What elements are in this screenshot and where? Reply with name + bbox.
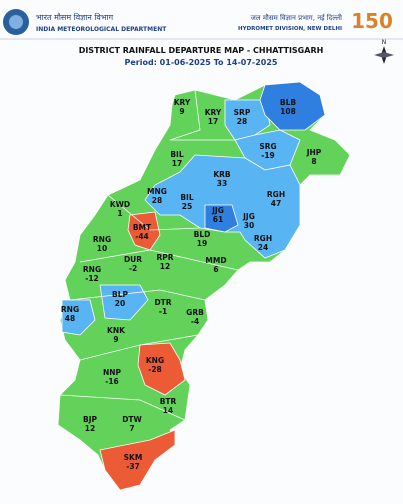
org-english: INDIA METEOROLOGICAL DEPARTMENT bbox=[36, 26, 167, 33]
district-departure: 7 bbox=[129, 424, 134, 433]
district-departure: 19 bbox=[197, 239, 207, 248]
north-arrow: N bbox=[374, 39, 394, 64]
district-rng bbox=[61, 299, 96, 336]
district-departure: 14 bbox=[163, 406, 173, 415]
district-departure: -37 bbox=[126, 462, 140, 471]
district-code: SRG bbox=[259, 142, 276, 151]
district-code: JHP bbox=[306, 148, 322, 157]
anniversary-logo: 150 bbox=[351, 9, 393, 33]
district-code: SKM bbox=[124, 453, 143, 462]
district-departure: 12 bbox=[85, 424, 95, 433]
district-departure: -12 bbox=[85, 274, 99, 283]
district-departure: 10 bbox=[97, 244, 107, 253]
district-departure: -44 bbox=[135, 232, 149, 241]
district-departure: 6 bbox=[213, 265, 218, 274]
division-english: HYDROMET DIVISION, NEW DELHI bbox=[238, 26, 342, 32]
district-departure: 20 bbox=[115, 299, 125, 308]
district-code: MNG bbox=[147, 187, 167, 196]
district-code: MMD bbox=[205, 256, 226, 265]
district-departure: 12 bbox=[160, 262, 170, 271]
district-code: KNG bbox=[146, 356, 164, 365]
district-code: KNK bbox=[107, 326, 126, 335]
map bbox=[57, 81, 351, 491]
district-departure: -28 bbox=[148, 365, 162, 374]
district-code: DTR bbox=[154, 298, 171, 307]
district-code: RGH bbox=[254, 234, 272, 243]
district-code: GRB bbox=[186, 308, 204, 317]
district-departure: 30 bbox=[244, 221, 254, 230]
district-code: RNG bbox=[61, 305, 79, 314]
org-hindi: भारत मौसम विज्ञान विभाग bbox=[36, 12, 114, 22]
map-title: DISTRICT RAINFALL DEPARTURE MAP - CHHATT… bbox=[79, 46, 324, 55]
boundary bbox=[169, 89, 235, 141]
district-departure: 9 bbox=[113, 335, 118, 344]
map-period: Period: 01-06-2025 To 14-07-2025 bbox=[125, 58, 278, 67]
district-departure: 9 bbox=[179, 107, 184, 116]
district-departure: -4 bbox=[191, 317, 199, 326]
district-departure: 28 bbox=[237, 117, 247, 126]
district-code: BMT bbox=[133, 223, 152, 232]
district-departure: -2 bbox=[129, 264, 137, 273]
district-departure: 24 bbox=[258, 243, 268, 252]
district-departure: 61 bbox=[213, 215, 223, 224]
district-blp bbox=[99, 284, 149, 321]
district-code: KRY bbox=[174, 98, 191, 107]
district-code: DUR bbox=[124, 255, 142, 264]
district-code: RGH bbox=[267, 190, 285, 199]
district-code: RNG bbox=[83, 265, 101, 274]
district-code: KWD bbox=[110, 200, 130, 209]
boundary bbox=[59, 394, 186, 421]
district-departure: 48 bbox=[65, 314, 75, 323]
district-departure: 28 bbox=[152, 196, 162, 205]
district-departure: -19 bbox=[261, 151, 275, 160]
district-jjg bbox=[204, 204, 239, 233]
boundary bbox=[79, 249, 239, 271]
district-departure: 25 bbox=[182, 202, 192, 211]
district-code: BJP bbox=[83, 415, 98, 424]
district-code: SRP bbox=[234, 108, 251, 117]
district-departure: 17 bbox=[172, 159, 182, 168]
district-code: RPR bbox=[156, 253, 173, 262]
district-departure: 17 bbox=[208, 117, 218, 126]
district-code: BIL bbox=[170, 150, 184, 159]
imd-logo-inner bbox=[9, 15, 23, 29]
boundary bbox=[69, 289, 206, 301]
district-code: NNP bbox=[103, 368, 122, 377]
district-skm bbox=[99, 429, 176, 491]
district-kng bbox=[137, 342, 186, 396]
district-code: BTR bbox=[160, 397, 177, 406]
district-departure: 47 bbox=[271, 199, 281, 208]
district-code: BLD bbox=[194, 230, 211, 239]
district-code: JJG bbox=[242, 212, 255, 221]
district-departure: 8 bbox=[311, 157, 316, 166]
district-blb bbox=[259, 81, 326, 131]
district-code: BIL bbox=[180, 193, 194, 202]
district-code: BLB bbox=[280, 98, 296, 107]
district-code: JJG bbox=[211, 206, 224, 215]
district-code: KRY bbox=[205, 108, 222, 117]
district-departure: 1 bbox=[117, 209, 122, 218]
district-code: RNG bbox=[93, 235, 111, 244]
district-code: BLP bbox=[112, 290, 128, 299]
district-departure: 33 bbox=[217, 179, 227, 188]
boundary bbox=[107, 194, 201, 231]
division-hindi: जल मौसम विज्ञान प्रभाग, नई दिल्ली bbox=[251, 13, 343, 22]
district-departure: -16 bbox=[105, 377, 119, 386]
north-label: N bbox=[382, 39, 387, 46]
district-departure: -1 bbox=[159, 307, 167, 316]
boundary bbox=[79, 334, 199, 361]
district-code: KRB bbox=[213, 170, 231, 179]
district-code: DTW bbox=[122, 415, 142, 424]
district-departure: 108 bbox=[280, 107, 296, 116]
